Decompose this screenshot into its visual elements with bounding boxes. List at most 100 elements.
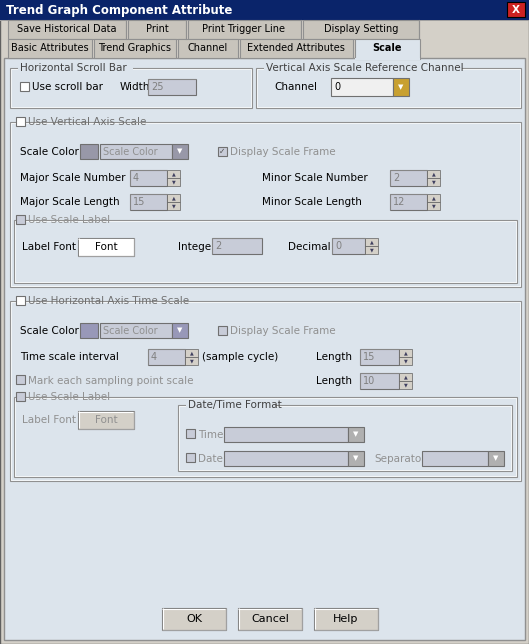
Text: Date/Time Format: Date/Time Format [188, 400, 282, 410]
Bar [20, 82, 29, 91]
Text: Date: Date [198, 454, 223, 464]
Text: ▼: ▼ [404, 359, 407, 363]
Text: Scale: Scale [372, 43, 402, 53]
Bar [427, 170, 440, 178]
Text: Print: Print [145, 24, 168, 34]
Text: ▼: ▼ [171, 204, 176, 209]
Bar [399, 349, 412, 357]
Bar [224, 451, 348, 466]
Text: Font: Font [95, 415, 117, 425]
Bar [94, 39, 176, 58]
Text: 25: 25 [151, 82, 163, 92]
Bar [78, 238, 134, 256]
Bar [427, 194, 440, 202]
Bar [264, 62, 462, 74]
Text: Use Vertical Axis Scale: Use Vertical Axis Scale [28, 117, 147, 127]
Bar [130, 194, 167, 210]
Text: Scale Color: Scale Color [20, 326, 79, 336]
Bar [399, 381, 412, 389]
Bar [365, 246, 378, 254]
Bar [314, 608, 378, 630]
Bar [167, 170, 180, 178]
Bar [128, 20, 186, 39]
Text: Use Scale Label: Use Scale Label [28, 215, 110, 225]
Bar [16, 296, 25, 305]
Bar [390, 194, 427, 210]
Text: Time scale interval: Time scale interval [20, 352, 119, 362]
Text: Basic Attributes: Basic Attributes [11, 43, 89, 53]
Bar [179, 406, 511, 470]
Text: ▼: ▼ [177, 328, 183, 334]
Bar [348, 451, 364, 466]
Bar [331, 78, 393, 96]
Bar [188, 20, 301, 39]
Bar [10, 301, 521, 481]
Bar [360, 373, 399, 389]
Bar [422, 451, 488, 466]
Bar [167, 178, 180, 186]
Text: 12: 12 [393, 197, 405, 207]
Text: ▼: ▼ [404, 383, 407, 388]
Text: Label Font: Label Font [22, 242, 76, 252]
Bar [390, 170, 427, 186]
Bar [178, 405, 512, 471]
Text: Mark each sampling point scale: Mark each sampling point scale [28, 376, 194, 386]
Bar [355, 39, 420, 59]
Text: ▼: ▼ [494, 455, 499, 462]
Text: ▼: ▼ [353, 431, 359, 437]
Text: Save Historical Data: Save Historical Data [17, 24, 117, 34]
Text: Major Scale Number: Major Scale Number [20, 173, 125, 183]
Text: Integer: Integer [178, 242, 215, 252]
Bar [0, 0, 529, 20]
Text: ▲: ▲ [171, 171, 176, 176]
Bar [303, 20, 419, 39]
Bar [80, 323, 98, 338]
Text: 4: 4 [133, 173, 139, 183]
Text: 15: 15 [363, 352, 376, 362]
Text: Use Scale Label: Use Scale Label [28, 392, 110, 402]
Bar [393, 78, 409, 96]
Text: Cancel: Cancel [251, 614, 289, 624]
Text: Minor Scale Length: Minor Scale Length [262, 197, 362, 207]
Bar [185, 357, 198, 365]
Text: Use Horizontal Axis Time Scale: Use Horizontal Axis Time Scale [28, 296, 189, 306]
Text: Minor Scale Number: Minor Scale Number [262, 173, 368, 183]
Bar [16, 392, 25, 401]
Bar [10, 122, 521, 287]
Text: ▼: ▼ [353, 455, 359, 462]
Text: Display Setting: Display Setting [324, 24, 398, 34]
Bar [16, 215, 25, 224]
Text: ▼: ▼ [189, 359, 194, 363]
Bar [427, 202, 440, 210]
Text: ▲: ▲ [404, 375, 407, 379]
Text: Separator: Separator [374, 454, 426, 464]
Bar [365, 238, 378, 246]
Bar [148, 79, 196, 95]
Text: Label Font: Label Font [22, 415, 76, 425]
Bar [14, 220, 517, 283]
Bar [399, 357, 412, 365]
Bar [11, 123, 520, 286]
Bar [488, 451, 504, 466]
Text: Use scroll bar: Use scroll bar [32, 82, 103, 92]
Bar [507, 2, 525, 17]
Bar [167, 194, 180, 202]
Bar [399, 373, 412, 381]
Bar [14, 397, 517, 477]
Text: Channel: Channel [188, 43, 228, 53]
Text: Width: Width [120, 82, 150, 92]
Bar [167, 202, 180, 210]
Bar [332, 238, 365, 254]
Text: (sample cycle): (sample cycle) [202, 352, 278, 362]
Text: ▼: ▼ [177, 149, 183, 155]
Text: Major Scale Length: Major Scale Length [20, 197, 120, 207]
Text: Scale Color: Scale Color [103, 146, 158, 156]
Text: ▲: ▲ [189, 350, 194, 355]
Text: ▲: ▲ [432, 196, 435, 200]
Text: ✓: ✓ [220, 147, 226, 156]
Text: Scale Color: Scale Color [103, 325, 158, 336]
Bar [186, 453, 195, 462]
Bar [172, 323, 188, 338]
Text: 0: 0 [335, 241, 341, 251]
Text: ▼: ▼ [171, 180, 176, 184]
